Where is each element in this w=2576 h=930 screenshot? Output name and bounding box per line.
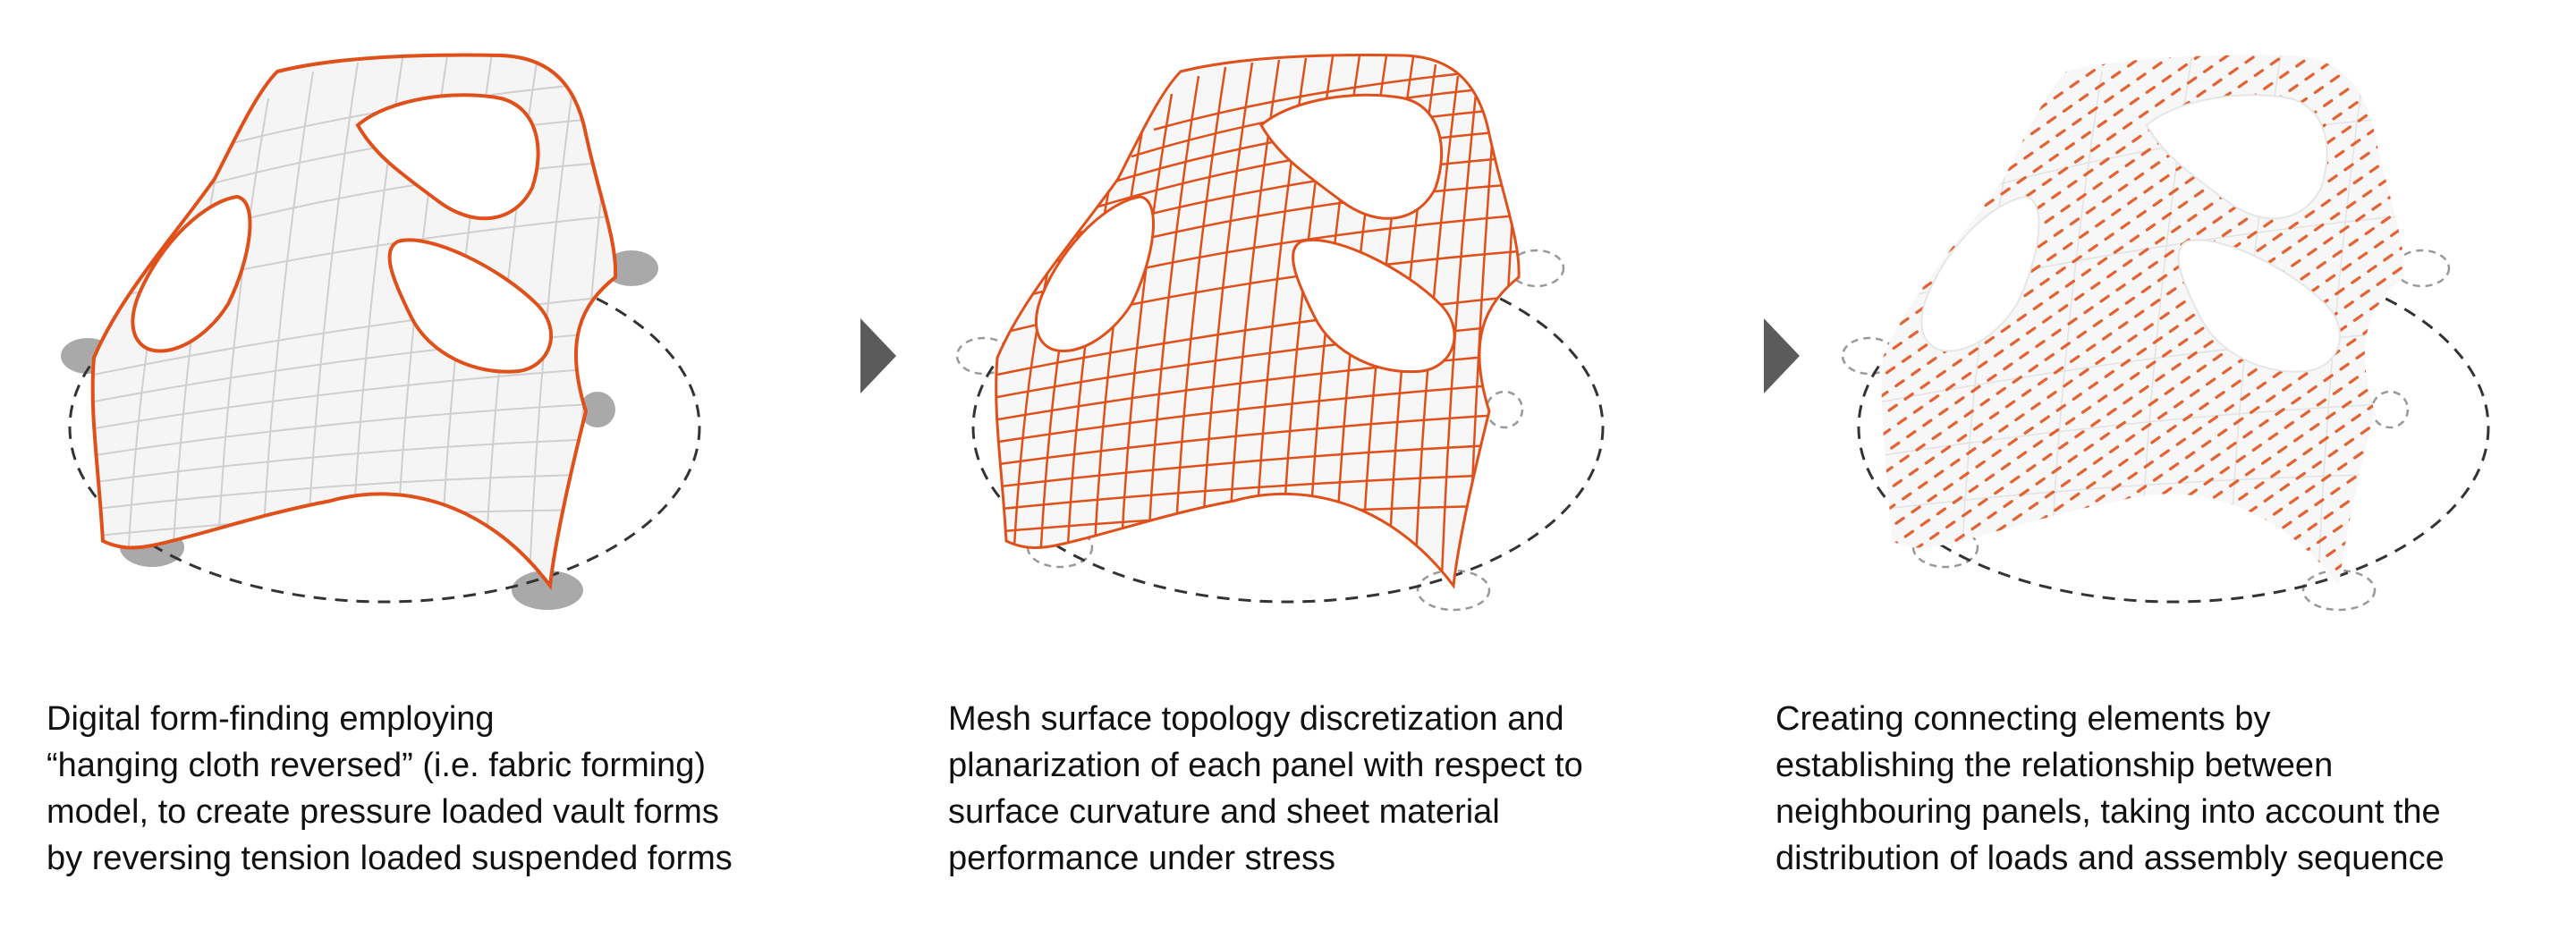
opening-center xyxy=(2177,239,2342,373)
caption-line: distribution of loads and assembly seque… xyxy=(1775,840,2445,877)
support-pad xyxy=(2301,569,2377,612)
opening-top xyxy=(355,93,540,221)
support-pad xyxy=(580,392,615,427)
shell-openings xyxy=(1920,94,2342,373)
opening-left xyxy=(1034,195,1155,353)
connecting-elements-panel xyxy=(1816,0,2576,626)
caption-line: “hanging cloth reversed” (i.e. fabric fo… xyxy=(47,747,707,784)
mesh-discretization-diagram xyxy=(955,54,1605,612)
connecting-elements-diagram xyxy=(1841,55,2490,612)
opening-top xyxy=(1259,93,1443,220)
opening-left xyxy=(131,194,252,353)
form-finding-diagram xyxy=(61,53,701,610)
caption-line: neighbouring panels, taking into account… xyxy=(1775,793,2441,831)
support-pad xyxy=(1911,526,1979,569)
support-pad xyxy=(512,571,583,610)
caption-mesh-discretization: Mesh surface topology discretization and… xyxy=(948,696,1583,882)
form-finding-panel xyxy=(36,0,823,626)
support-pad xyxy=(1485,390,1524,429)
mesh-discretization-panel xyxy=(939,0,1690,626)
opening-center xyxy=(1292,239,1456,374)
support-pad xyxy=(605,250,658,286)
caption-line: Creating connecting elements by xyxy=(1775,700,2271,738)
support-pad xyxy=(2370,390,2410,429)
caption-line: model, to create pressure loaded vault f… xyxy=(47,793,719,831)
opening-center xyxy=(387,238,554,374)
caption-form-finding: Digital form-finding employing “hanging … xyxy=(47,696,733,882)
support-pad xyxy=(2394,249,2451,288)
caption-line: planarization of each panel with respect… xyxy=(948,747,1583,784)
shell-openings xyxy=(131,93,554,374)
support-pad xyxy=(1508,249,1565,288)
shell-outline xyxy=(90,53,618,591)
caption-line: performance under stress xyxy=(948,840,1335,877)
caption-line: by reversing tension loaded suspended fo… xyxy=(47,840,733,877)
right-triangle-arrow-icon xyxy=(860,318,896,393)
caption-connecting-elements: Creating connecting elements by establis… xyxy=(1775,696,2445,882)
footprint-dashed-ellipse xyxy=(1857,251,2490,604)
shell-outline xyxy=(995,54,1521,589)
support-pad xyxy=(1026,526,1094,569)
support-pad xyxy=(1416,569,1491,612)
footprint-dashed-ellipse xyxy=(971,251,1605,604)
footprint-dashed-ellipse xyxy=(68,251,701,604)
right-triangle-arrow-icon xyxy=(1764,318,1800,393)
caption-line: Mesh surface topology discretization and xyxy=(948,700,1564,738)
shell-openings xyxy=(1034,93,1456,374)
caption-line: Digital form-finding employing xyxy=(47,700,495,738)
opening-top xyxy=(2145,94,2328,220)
opening-left xyxy=(1920,195,2040,352)
caption-line: establishing the relationship between xyxy=(1775,747,2334,784)
caption-line: surface curvature and sheet material xyxy=(948,793,1500,831)
